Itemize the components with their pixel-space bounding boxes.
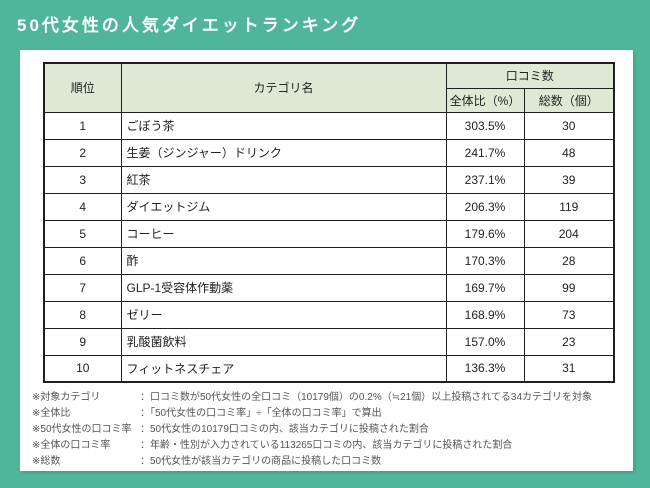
ratio-cell: 169.7% [445,273,525,302]
rank-cell: 3 [43,165,122,194]
total-cell: 39 [523,165,615,194]
footnote-label: ※全体比 [32,408,71,419]
table-row: 7 GLP-1受容体作動薬 169.7% 99 [43,273,615,302]
footnote-line: ※全体比 ：「50代女性の口コミ率」÷「全体の口コミ率」で算出 [32,406,633,422]
total-cell: 31 [523,354,615,383]
rank-cell: 5 [43,219,122,248]
footnotes: ※対象カテゴリ ：口コミ数が50代女性の全口コミ（10179個）の0.2%（≒2… [32,390,633,470]
rank-cell: 10 [43,354,122,383]
total-cell: 73 [523,300,615,329]
ratio-cell: 237.1% [445,165,525,194]
ranking-card: 順位 カテゴリ名 口コミ数 全体比（%） 総数（個） 1 ごぼう茶 303.5%… [20,50,633,471]
total-cell: 99 [523,273,615,302]
table-row: 1 ごぼう茶 303.5% 30 [43,111,615,140]
category-cell: 酢 [120,246,447,275]
category-cell: 生姜（ジンジャー）ドリンク [120,138,447,167]
table-row: 8 ゼリー 168.9% 73 [43,300,615,329]
ratio-cell: 136.3% [445,354,525,383]
category-cell: フィットネスチェア [120,354,447,383]
ratio-cell: 170.3% [445,246,525,275]
footnote-label: ※総数 [32,456,61,467]
footnote-text: ：口コミ数が50代女性の全口コミ（10179個）の0.2%（≒21個）以上投稿さ… [140,392,593,403]
table-row: 2 生姜（ジンジャー）ドリンク 241.7% 48 [43,138,615,167]
table-row: 9 乳酸菌飲料 157.0% 23 [43,327,615,356]
table-row: 3 紅茶 237.1% 39 [43,165,615,194]
page-title: 50代女性の人気ダイエットランキング [17,16,362,35]
col-header-ratio: 全体比（%） [445,87,525,113]
rank-cell: 2 [43,138,122,167]
rank-cell: 4 [43,192,122,221]
category-cell: ゼリー [120,300,447,329]
footnote-text: ：年齢・性別が入力されている113265口コミの内、該当カテゴリに投稿された割合 [140,440,513,451]
footnote-line: ※総数 ：50代女性が該当カテゴリの商品に投稿した口コミ数 [32,454,633,470]
category-cell: ダイエットジム [120,192,447,221]
ratio-cell: 168.9% [445,300,525,329]
col-header-total: 総数（個） [523,87,615,113]
ratio-cell: 303.5% [445,111,525,140]
category-cell: 乳酸菌飲料 [120,327,447,356]
footnote-text: ：50代女性が該当カテゴリの商品に投稿した口コミ数 [140,456,382,467]
table-row: 10 フィットネスチェア 136.3% 31 [43,354,615,383]
col-header-rank: 順位 [43,62,122,113]
ratio-cell: 206.3% [445,192,525,221]
footnote-line: ※全体の口コミ率 ：年齢・性別が入力されている113265口コミの内、該当カテゴ… [32,438,633,454]
footnote-text: ：50代女性の10179口コミの内、該当カテゴリに投稿された割合 [140,424,429,435]
footnote-line: ※対象カテゴリ ：口コミ数が50代女性の全口コミ（10179個）の0.2%（≒2… [32,390,633,406]
footnote-label: ※50代女性の口コミ率 [32,424,132,435]
rank-cell: 1 [43,111,122,140]
rank-cell: 6 [43,246,122,275]
table-row: 5 コーヒー 179.6% 204 [43,219,615,248]
total-cell: 48 [523,138,615,167]
total-cell: 28 [523,246,615,275]
total-cell: 119 [523,192,615,221]
ratio-cell: 179.6% [445,219,525,248]
total-cell: 23 [523,327,615,356]
col-header-reviews: 口コミ数 [445,62,615,89]
col-header-category: カテゴリ名 [120,62,447,113]
total-cell: 30 [523,111,615,140]
category-cell: 紅茶 [120,165,447,194]
category-cell: ごぼう茶 [120,111,447,140]
rank-cell: 9 [43,327,122,356]
ratio-cell: 157.0% [445,327,525,356]
rank-cell: 8 [43,300,122,329]
category-cell: コーヒー [120,219,447,248]
footnote-line: ※50代女性の口コミ率 ：50代女性の10179口コミの内、該当カテゴリに投稿さ… [32,422,633,438]
total-cell: 204 [523,219,615,248]
category-cell: GLP-1受容体作動薬 [120,273,447,302]
footnote-label: ※全体の口コミ率 [32,440,111,451]
table-row: 6 酢 170.3% 28 [43,246,615,275]
rank-cell: 7 [43,273,122,302]
ranking-table: 順位 カテゴリ名 口コミ数 全体比（%） 総数（個） 1 ごぼう茶 303.5%… [43,62,616,383]
table-row: 4 ダイエットジム 206.3% 119 [43,192,615,221]
footnote-label: ※対象カテゴリ [32,392,101,403]
footnote-text: ：「50代女性の口コミ率」÷「全体の口コミ率」で算出 [140,408,382,419]
ratio-cell: 241.7% [445,138,525,167]
